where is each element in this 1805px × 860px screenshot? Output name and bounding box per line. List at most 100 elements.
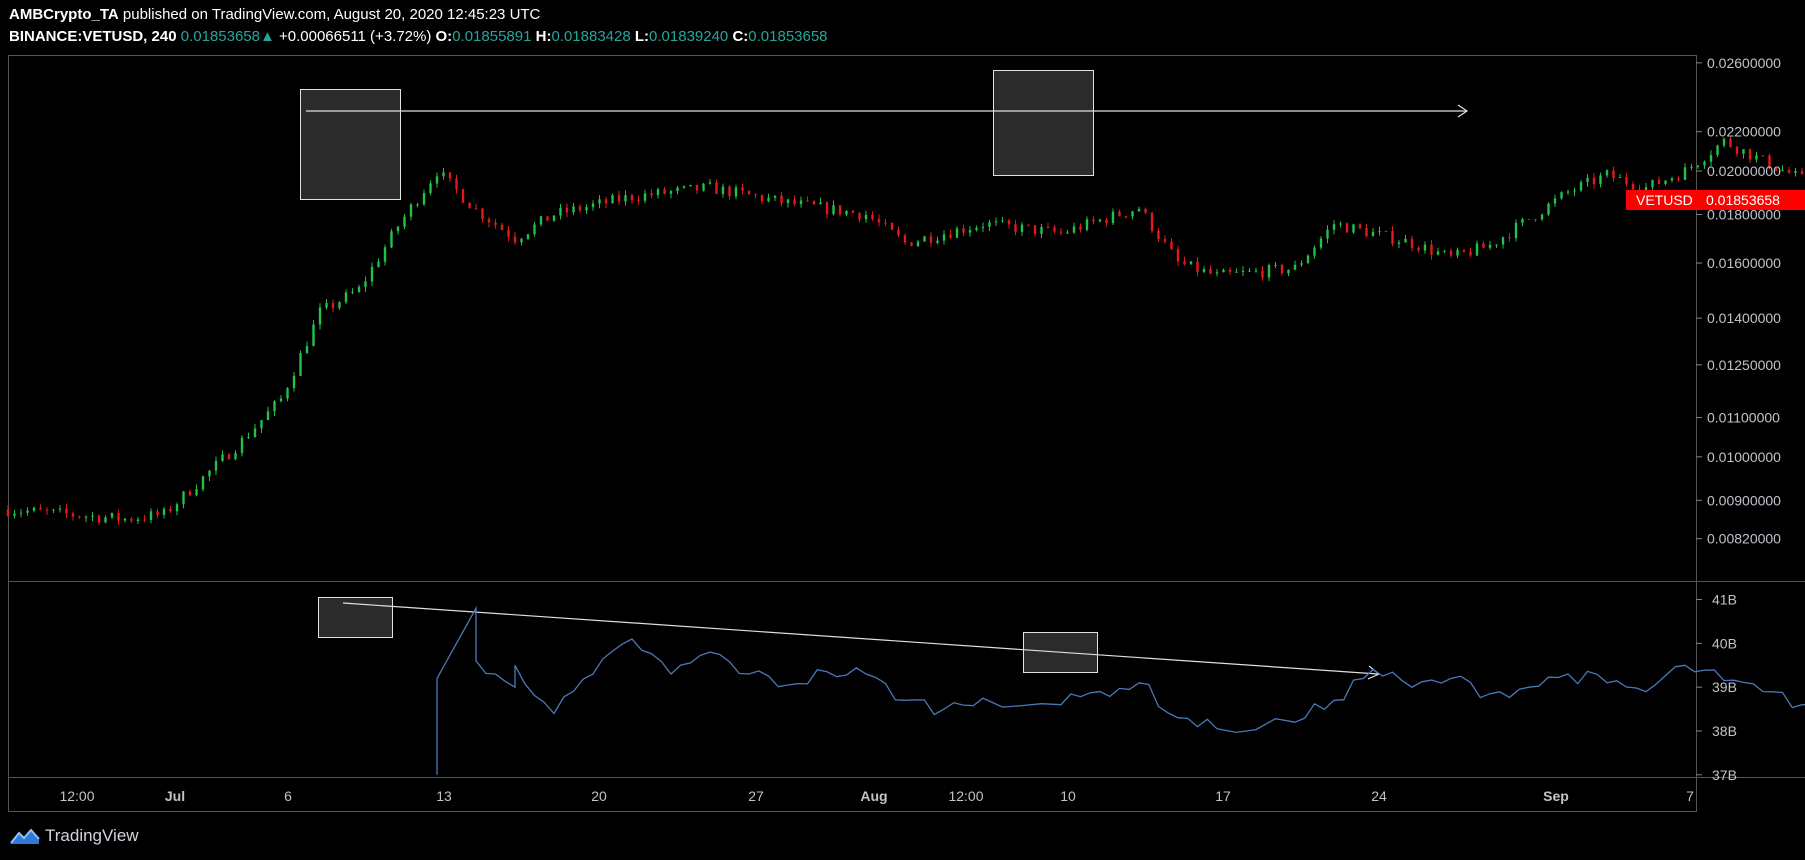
- candle-up: [1755, 151, 1758, 163]
- candle-down: [1508, 232, 1511, 242]
- candle-up: [1189, 261, 1193, 265]
- candle-up: [1293, 260, 1297, 271]
- candle-up: [344, 289, 348, 304]
- candle-up: [942, 230, 946, 245]
- candle-up: [429, 180, 432, 196]
- volume-tick-label: 38B: [1712, 723, 1737, 739]
- time-tick-label: 7: [1686, 788, 1694, 804]
- price-tick-label: 0.01600000: [1707, 255, 1781, 271]
- price-tick-label: 0.02200000: [1707, 124, 1781, 140]
- candle-up: [383, 244, 387, 266]
- candle-down: [1410, 235, 1414, 252]
- candle-up: [240, 435, 244, 457]
- candle-up: [1274, 262, 1277, 269]
- candle-up: [1553, 194, 1557, 207]
- candle-down: [728, 184, 731, 200]
- candle-up: [916, 239, 920, 248]
- candle-down: [1105, 217, 1108, 227]
- candle-down: [1774, 167, 1778, 172]
- candle-down: [1209, 265, 1212, 275]
- candle-down: [1059, 227, 1063, 236]
- candle-down: [1358, 223, 1362, 230]
- candle-up: [1267, 263, 1271, 282]
- candle-down: [1157, 227, 1160, 242]
- candle-down: [871, 211, 874, 222]
- time-tick-label: 12:00: [59, 788, 94, 804]
- price-tick-label: 0.01800000: [1707, 206, 1781, 222]
- candle-down: [1261, 266, 1264, 281]
- last-price-symbol: VETUSD: [1636, 192, 1693, 208]
- candle-up: [351, 288, 354, 295]
- highlight-box-price-left[interactable]: [300, 89, 401, 200]
- horizontal-ray[interactable]: [306, 104, 1469, 118]
- candle-down: [39, 504, 42, 510]
- brand-label: TradingView: [45, 826, 139, 845]
- candle-up: [721, 183, 725, 198]
- candle-up: [773, 195, 777, 202]
- candle-up: [1040, 223, 1043, 239]
- candle-down: [1280, 263, 1284, 276]
- author[interactable]: AMBCrypto_TA: [9, 6, 119, 23]
- candle-down: [1007, 218, 1011, 229]
- candle-up: [266, 406, 270, 421]
- candle-up: [357, 284, 361, 293]
- volume-axis: 41B 40B 39B 38B 37B: [1696, 592, 1737, 783]
- volume-tick-label: 41B: [1712, 592, 1737, 608]
- candle-down: [1735, 145, 1739, 157]
- candle-down: [825, 201, 829, 219]
- candle-up: [149, 508, 153, 524]
- highlight-box-price-right[interactable]: [993, 70, 1094, 176]
- drawings[interactable]: [300, 70, 1469, 680]
- candle-up: [442, 167, 445, 180]
- time-tick-label: 12:00: [948, 788, 983, 804]
- candle-up: [689, 184, 692, 187]
- candle-up: [734, 184, 738, 200]
- price-tick-label: 0.01400000: [1707, 310, 1781, 326]
- candle-down: [1430, 240, 1433, 260]
- candle-up: [988, 219, 991, 232]
- volume-trendline[interactable]: [342, 602, 1381, 680]
- time-tick-label: Jul: [165, 788, 185, 804]
- candle-up: [305, 341, 309, 354]
- candle-down: [760, 194, 764, 205]
- candle-up: [1137, 206, 1141, 212]
- time-tick-label: 13: [436, 788, 452, 804]
- candle-up: [409, 202, 413, 221]
- candle-down: [78, 515, 81, 519]
- candle-up: [845, 210, 848, 217]
- candle-up: [585, 204, 588, 214]
- symbol-info: BINANCE:VETUSD, 240 0.01853658▲ +0.00066…: [9, 28, 828, 45]
- candle-down: [1163, 235, 1167, 244]
- candle-up: [1605, 169, 1609, 178]
- candle-down: [929, 232, 933, 248]
- change-value: +0.00066511 (+3.72%): [279, 28, 432, 45]
- tradingview-brand[interactable]: TradingView: [10, 826, 139, 846]
- candle-down: [1079, 223, 1082, 233]
- candle-up: [552, 215, 556, 222]
- price-axis: 0.02600000 0.02200000 0.02000000 0.01800000…: [1696, 55, 1781, 547]
- candle-up: [162, 506, 166, 519]
- candle-down: [227, 453, 231, 460]
- candle-down: [741, 183, 744, 195]
- candle-up: [435, 172, 439, 188]
- candle-down: [1053, 224, 1056, 234]
- candle-up: [325, 299, 328, 310]
- symbol-title[interactable]: BINANCE:VETUSD, 240: [9, 28, 177, 45]
- candle-down: [858, 212, 861, 223]
- candle-up: [572, 203, 575, 216]
- candle-up: [1248, 267, 1251, 273]
- time-tick-label: 27: [748, 788, 764, 804]
- candle-up: [1443, 249, 1446, 254]
- time-tick-label: 17: [1215, 788, 1231, 804]
- candle-down: [897, 226, 900, 238]
- candle-down: [890, 222, 894, 231]
- candle-up: [370, 262, 374, 286]
- candle-down: [1612, 166, 1615, 182]
- candle-up: [1020, 222, 1024, 236]
- candle-up: [279, 395, 283, 403]
- candle-down: [1014, 220, 1017, 236]
- candle-up: [1618, 174, 1622, 179]
- candle-down: [1183, 256, 1186, 266]
- candle-up: [364, 276, 367, 292]
